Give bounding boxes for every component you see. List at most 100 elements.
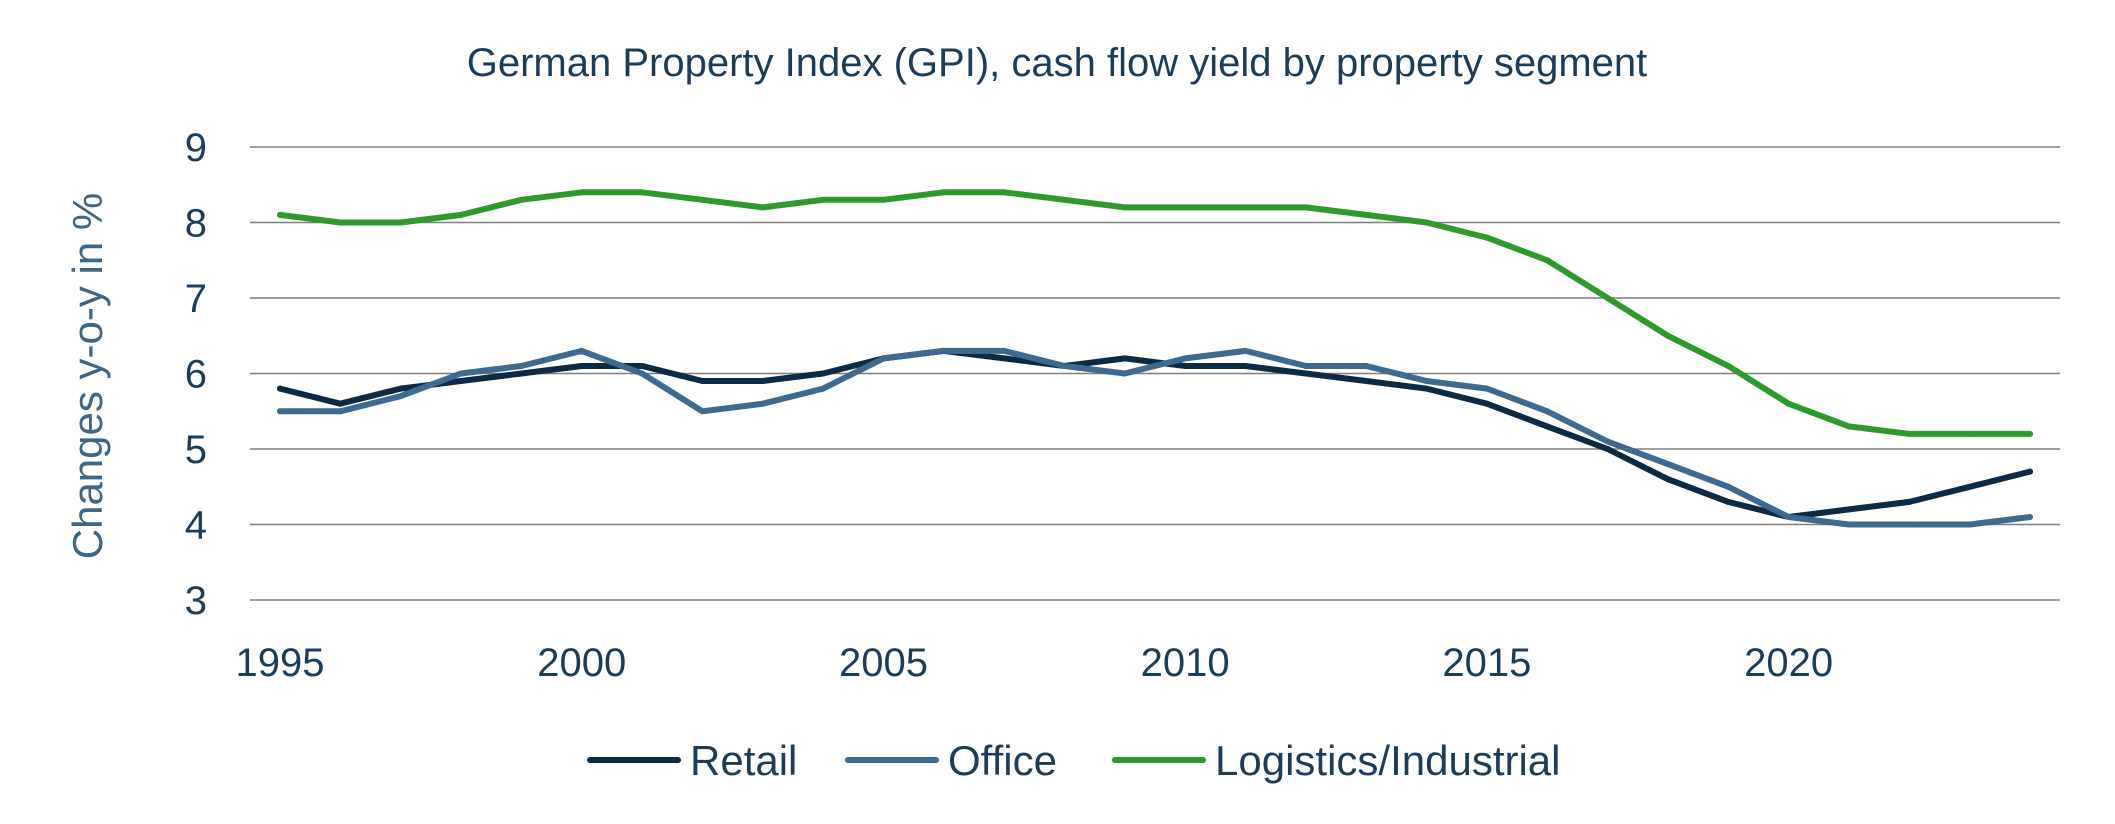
y-tick-label: 4 <box>185 504 207 548</box>
data-point-retail <box>1363 378 1370 385</box>
x-tick-label: 1995 <box>236 641 325 685</box>
data-point-retail <box>277 385 283 392</box>
data-point-retail <box>1966 483 1973 490</box>
data-point-logistics-industrial <box>1121 204 1128 211</box>
data-point-retail <box>1664 476 1671 483</box>
data-point-logistics-industrial <box>578 189 585 196</box>
data-point-office <box>940 347 947 354</box>
data-point-retail <box>1483 400 1490 407</box>
data-point-logistics-industrial <box>1242 204 1249 211</box>
legend-label-office: Office <box>948 737 1057 784</box>
legend-label-retail: Retail <box>690 737 797 784</box>
data-point-logistics-industrial <box>940 189 947 196</box>
y-tick-label: 5 <box>185 428 207 472</box>
data-point-logistics-industrial <box>1483 234 1490 241</box>
x-tick-label: 2005 <box>839 641 928 685</box>
data-point-office <box>1061 362 1068 369</box>
data-point-office <box>699 408 706 415</box>
x-axis-ticks: 1995 2000 2005 2010 2015 2020 <box>236 641 1834 685</box>
data-point-office <box>1423 378 1430 385</box>
data-point-retail <box>820 370 827 377</box>
data-point-office <box>337 408 344 415</box>
data-point-office <box>458 370 465 377</box>
data-point-office <box>1121 370 1128 377</box>
data-point-office <box>1604 438 1611 445</box>
data-point-retail <box>1001 355 1008 362</box>
x-tick-label: 2015 <box>1442 641 1531 685</box>
x-tick-label: 2010 <box>1141 641 1230 685</box>
y-tick-label: 9 <box>185 126 207 170</box>
data-point-office <box>1363 362 1370 369</box>
data-point-retail <box>1845 506 1852 513</box>
data-point-logistics-industrial <box>1363 211 1370 218</box>
data-point-retail <box>1242 362 1249 369</box>
data-point-retail <box>1423 385 1430 392</box>
data-point-office <box>518 362 525 369</box>
data-point-logistics-industrial <box>1001 189 1008 196</box>
data-point-logistics-industrial <box>518 196 525 203</box>
data-point-logistics-industrial <box>1906 430 1913 437</box>
data-point-retail <box>1302 370 1309 377</box>
data-point-retail <box>1604 446 1611 452</box>
data-point-retail <box>1182 362 1189 369</box>
data-point-office <box>1242 347 1249 354</box>
data-point-office <box>578 347 585 354</box>
data-point-logistics-industrial <box>1061 196 1068 203</box>
data-point-office <box>1182 355 1189 362</box>
data-point-office <box>1483 385 1490 392</box>
data-point-logistics-industrial <box>820 196 827 203</box>
data-point-retail <box>1121 355 1128 362</box>
x-tick-label: 2000 <box>537 641 626 685</box>
x-tick-label: 2020 <box>1744 641 1833 685</box>
data-point-logistics-industrial <box>1423 219 1430 226</box>
data-point-retail <box>759 378 766 385</box>
series-line-retail <box>277 347 2033 520</box>
data-point-office <box>1966 521 1973 528</box>
data-point-retail <box>1725 498 1732 505</box>
data-point-office <box>1725 483 1732 490</box>
gridlines <box>250 146 2060 601</box>
data-point-office <box>639 370 646 377</box>
data-point-office <box>397 393 404 400</box>
data-point-retail <box>699 378 706 385</box>
data-point-office <box>880 355 887 362</box>
chart-title: German Property Index (GPI), cash flow y… <box>467 41 1648 85</box>
data-point-office <box>820 385 827 392</box>
data-point-logistics-industrial <box>1544 257 1551 264</box>
data-point-office <box>759 400 766 407</box>
data-point-retail <box>578 362 585 369</box>
data-point-logistics-industrial <box>699 196 706 203</box>
data-point-retail <box>1906 498 1913 505</box>
data-point-logistics-industrial <box>1845 423 1852 430</box>
data-point-retail <box>518 370 525 377</box>
data-point-office <box>1001 347 1008 354</box>
data-point-logistics-industrial <box>1785 400 1792 407</box>
data-point-logistics-industrial <box>880 196 887 203</box>
data-point-office <box>1785 513 1792 520</box>
data-point-logistics-industrial <box>759 204 766 211</box>
data-point-logistics-industrial <box>2027 430 2033 437</box>
data-point-retail <box>337 400 344 407</box>
data-point-logistics-industrial <box>639 189 646 196</box>
y-axis-title: Changes y-o-y in % <box>64 193 111 560</box>
data-point-office <box>2027 513 2033 520</box>
data-point-office <box>1544 408 1551 415</box>
y-tick-label: 7 <box>185 277 207 321</box>
data-point-retail <box>1544 423 1551 430</box>
data-point-logistics-industrial <box>1182 204 1189 211</box>
series-line-office <box>277 347 2033 528</box>
data-point-office <box>1302 362 1309 369</box>
data-point-office <box>1845 521 1852 528</box>
y-axis-ticks: 3 4 5 6 7 8 9 <box>185 126 207 623</box>
legend: Retail Office Logistics/Industrial <box>587 737 1561 784</box>
data-point-retail <box>397 385 404 392</box>
data-point-logistics-industrial <box>337 219 344 226</box>
data-point-office <box>1906 521 1913 528</box>
data-point-logistics-industrial <box>397 219 404 226</box>
legend-label-logistics-industrial: Logistics/Industrial <box>1215 737 1561 784</box>
data-point-retail <box>2027 468 2033 475</box>
data-point-logistics-industrial <box>458 211 465 218</box>
data-point-logistics-industrial <box>1604 295 1611 301</box>
y-tick-label: 8 <box>185 202 207 246</box>
